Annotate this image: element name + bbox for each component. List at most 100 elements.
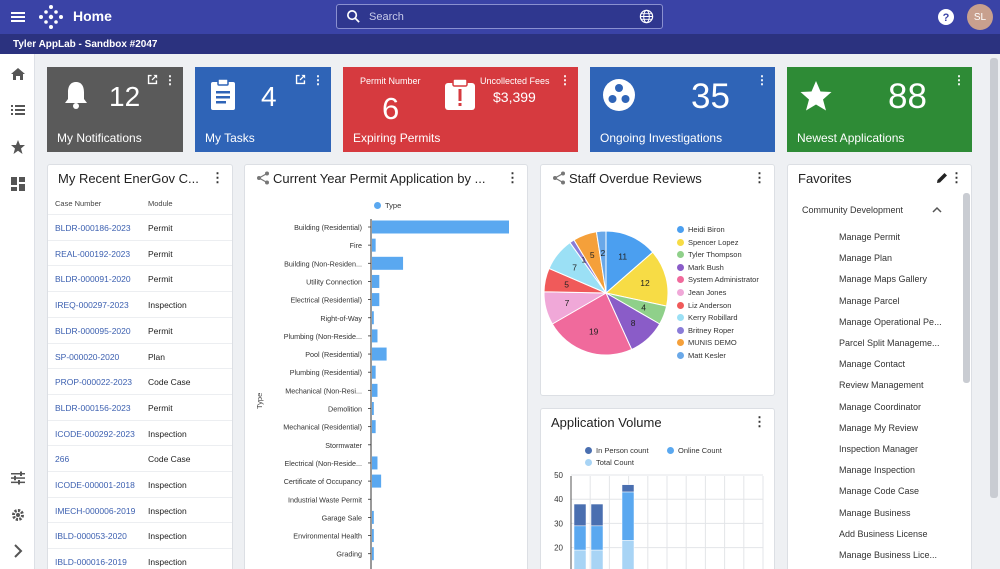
search-input[interactable]	[369, 8, 629, 26]
table-row[interactable]: IMECH-000006-2019 Inspection	[48, 496, 232, 523]
bar	[372, 510, 374, 524]
edit-icon[interactable]	[935, 171, 949, 185]
globe-icon[interactable]	[639, 9, 654, 24]
favorite-link[interactable]: Manage Maps Gallery	[839, 274, 928, 285]
favorite-link[interactable]: Manage My Review	[839, 422, 919, 433]
expiring-permits-card[interactable]: Permit Number 6 Uncollected Fees $3,399 …	[343, 67, 578, 152]
home-icon[interactable]	[10, 66, 26, 82]
more-icon[interactable]: ⋮	[950, 170, 963, 185]
case-number-link[interactable]: PROP-000022-2023	[55, 377, 133, 388]
table-row[interactable]: ICODE-000292-2023 Inspection	[48, 419, 232, 446]
table-row[interactable]: BLDR-000091-2020 Permit	[48, 265, 232, 291]
case-number-link[interactable]: BLDR-000095-2020	[55, 325, 131, 336]
case-number-link[interactable]: BLDR-000156-2023	[55, 402, 131, 413]
help-icon[interactable]: ?	[937, 8, 955, 26]
bar-segment	[590, 549, 604, 569]
newest-applications-card[interactable]: 88 ⋮ Newest Applications	[787, 67, 972, 152]
expiring-permits-count: 6	[382, 91, 400, 126]
table-row[interactable]: BLDR-000156-2023 Permit	[48, 393, 232, 420]
case-number-link[interactable]: REAL-000192-2023	[55, 248, 131, 259]
favorite-link[interactable]: Manage Contact	[839, 359, 906, 370]
tick-label: Plumbing (Residential)	[290, 368, 362, 377]
more-icon[interactable]: ⋮	[953, 73, 965, 87]
bar	[372, 347, 387, 361]
page-scrollbar[interactable]	[990, 58, 998, 498]
more-icon[interactable]: ⋮	[753, 414, 766, 429]
case-number-link[interactable]: BLDR-000091-2020	[55, 274, 131, 285]
more-icon[interactable]: ⋮	[164, 73, 176, 87]
case-number-link[interactable]: IBLD-000016-2019	[55, 557, 127, 568]
favorites-group[interactable]: Community Development	[802, 205, 904, 215]
bar	[372, 456, 378, 470]
table-row[interactable]: SP-000020-2020 Plan	[48, 342, 232, 369]
more-icon[interactable]: ⋮	[756, 73, 768, 87]
chevron-up-icon[interactable]	[932, 206, 942, 214]
gear-icon[interactable]	[10, 507, 26, 523]
overdue-reviews-panel: Staff Overdue Reviews ⋮ 11 12 4 8 19 7 5 7 1 5 2 H…	[540, 164, 775, 396]
more-icon[interactable]: ⋮	[312, 73, 324, 87]
favorite-link[interactable]: Manage Parcel	[839, 295, 900, 306]
list-icon[interactable]	[10, 102, 26, 118]
more-icon[interactable]: ⋮	[559, 73, 571, 87]
investigations-label: Ongoing Investigations	[600, 131, 723, 145]
bar	[372, 220, 509, 234]
legend-label: MUNIS DEMO	[688, 338, 737, 348]
table-row[interactable]: IREQ-000297-2023 Inspection	[48, 291, 232, 317]
more-icon[interactable]: ⋮	[506, 170, 519, 185]
favorite-link[interactable]: Manage Operational Pe...	[839, 316, 942, 327]
case-number-link[interactable]: 266	[55, 454, 70, 465]
search-box[interactable]	[336, 4, 663, 29]
tick-label: Environmental Health	[293, 532, 362, 541]
table-row[interactable]: REAL-000192-2023 Permit	[48, 239, 232, 266]
table-row[interactable]: BLDR-000186-2023 Permit	[48, 214, 232, 240]
favorite-link[interactable]: Parcel Split Manageme...	[839, 338, 940, 348]
favorite-link[interactable]: Manage Business	[839, 507, 911, 518]
table-row[interactable]: ICODE-000001-2018 Inspection	[48, 471, 232, 497]
favorite-link[interactable]: Manage Business Lice...	[839, 550, 938, 560]
favorite-link[interactable]: Inspection Manager	[839, 444, 919, 454]
case-number-link[interactable]: BLDR-000186-2023	[55, 223, 131, 233]
legend-swatch	[585, 447, 592, 454]
case-number-link[interactable]: IBLD-000053-2020	[55, 531, 127, 542]
module-cell: Inspection	[148, 428, 187, 439]
chevron-right-icon[interactable]	[10, 543, 26, 559]
bar-segment	[573, 525, 587, 551]
logo-icon[interactable]	[38, 4, 64, 30]
star-icon[interactable]	[10, 139, 26, 155]
case-number-link[interactable]: IMECH-000006-2019	[55, 505, 136, 516]
case-number-link[interactable]: ICODE-000292-2023	[55, 428, 135, 439]
table-row[interactable]: 266 Code Case	[48, 445, 232, 471]
favorite-link[interactable]: Manage Plan	[839, 253, 893, 264]
favorite-link[interactable]: Manage Inspection	[839, 465, 916, 476]
tasks-card[interactable]: 4 ⋮ My Tasks	[195, 67, 331, 152]
legend-item: Total Count	[585, 458, 634, 467]
favorite-link[interactable]: Review Management	[839, 380, 924, 391]
case-number-link[interactable]: SP-000020-2020	[55, 351, 120, 362]
table-row[interactable]: IBLD-000053-2020 Inspection	[48, 522, 232, 548]
environment-label: Tyler AppLab - Sandbox #2047	[0, 34, 1000, 54]
scrollbar[interactable]	[963, 193, 970, 383]
more-icon[interactable]: ⋮	[211, 170, 224, 185]
table-row[interactable]: IBLD-000016-2019 Inspection	[48, 548, 232, 569]
table-row[interactable]: PROP-000022-2023 Code Case	[48, 368, 232, 394]
legend-swatch	[677, 263, 684, 271]
more-icon[interactable]: ⋮	[753, 170, 766, 185]
favorite-link[interactable]: Add Business License	[839, 528, 928, 539]
sliders-icon[interactable]	[10, 470, 26, 486]
menu-icon[interactable]	[8, 7, 28, 27]
avatar[interactable]: SL	[967, 4, 993, 30]
notifications-card[interactable]: 12 ⋮ My Notifications	[47, 67, 183, 152]
legend-label: Online Count	[678, 446, 722, 455]
favorite-link[interactable]: Manage Code Case	[839, 486, 920, 497]
legend-label: Jean Jones	[688, 288, 727, 297]
dashboard-icon[interactable]	[10, 176, 26, 192]
case-number-link[interactable]: IREQ-000297-2023	[55, 300, 129, 311]
case-number-link[interactable]: ICODE-000001-2018	[55, 480, 135, 490]
table-row[interactable]: BLDR-000095-2020 Permit	[48, 316, 232, 343]
open-external-icon[interactable]	[294, 73, 307, 86]
investigations-card[interactable]: 35 ⋮ Ongoing Investigations	[590, 67, 775, 152]
favorite-link[interactable]: Manage Coordinator	[839, 401, 922, 412]
favorite-link[interactable]: Manage Permit	[839, 232, 901, 242]
open-external-icon[interactable]	[146, 73, 159, 86]
recent-cases-panel: My Recent EnerGov C... ⋮ Case Number Mod…	[47, 164, 233, 569]
